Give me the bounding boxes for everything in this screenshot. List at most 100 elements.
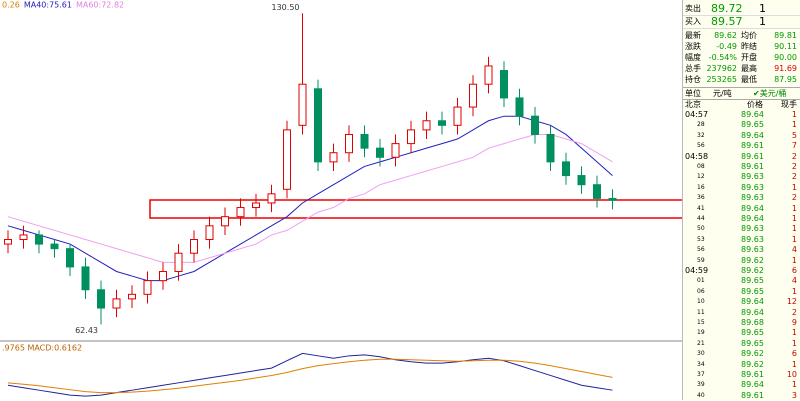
ma-legend: 0.26 xyxy=(2,1,20,10)
tick-volume: 1 xyxy=(791,328,797,338)
tick-price: 89.64 xyxy=(741,297,764,307)
tick-time: 56 xyxy=(697,142,705,150)
candle-body xyxy=(252,202,260,209)
candle-body xyxy=(422,120,431,131)
tick-volume: 1 xyxy=(791,182,797,192)
candle-body xyxy=(128,293,136,300)
tick-volume: 12 xyxy=(786,297,797,307)
tick-volume: 1 xyxy=(791,224,797,234)
candle-body xyxy=(562,161,570,177)
tick-time: 04:59 xyxy=(685,266,709,275)
stat-label: 均价 xyxy=(741,31,757,40)
tick-volume: 9 xyxy=(791,318,797,327)
stat-row: 总手 237962 最高 91.69 xyxy=(683,63,800,74)
tick-row: 21 89.65 1 xyxy=(683,339,800,349)
tick-time: 04:57 xyxy=(685,110,709,119)
tick-price: 89.61 xyxy=(741,390,764,400)
stat-value: 237962 xyxy=(706,64,737,73)
unit-row: 单位 元/吨 ✔美元/桶 xyxy=(683,87,800,100)
tick-volume: 1 xyxy=(791,110,797,119)
tick-volume: 1 xyxy=(791,286,797,296)
tick-time: 39 xyxy=(697,381,705,389)
tick-time: 15 xyxy=(697,319,705,326)
candle-body xyxy=(546,133,555,163)
tick-volume: 1 xyxy=(791,203,797,213)
tick-volume: 2 xyxy=(791,307,797,317)
tick-row: 37 89.61 10 xyxy=(683,370,800,380)
candle-body xyxy=(407,129,415,145)
candle-body xyxy=(453,106,462,126)
tick-price: 89.63 xyxy=(741,172,764,182)
tick-volume: 10 xyxy=(786,370,797,379)
tick-price: 89.65 xyxy=(741,338,764,348)
tick-time: 01 xyxy=(697,277,705,285)
tick-volume: 2 xyxy=(791,162,797,171)
tick-time: 59 xyxy=(697,256,705,264)
tick-time: 16 xyxy=(697,183,705,191)
tick-volume: 1 xyxy=(791,214,797,223)
tick-time: 04:58 xyxy=(685,151,709,161)
candle-body xyxy=(205,225,214,241)
tick-volume: 1 xyxy=(791,338,797,348)
candle-body xyxy=(438,120,446,126)
order-label: 卖出 xyxy=(685,4,701,13)
tick-price: 89.63 xyxy=(741,193,764,203)
tick-volume: 6 xyxy=(791,349,797,359)
stat-label: 最高 xyxy=(741,64,757,73)
chart: 0.26 MA40:75.61 MA60:72.82 130.50 62.43 .9765… xyxy=(0,1,682,397)
tick-price: 89.64 xyxy=(741,130,764,140)
stat-label: 开盘 xyxy=(741,53,757,62)
tick-price: 89.62 xyxy=(741,349,764,359)
candle-body xyxy=(329,152,338,163)
candle-body xyxy=(159,270,167,282)
tick-time: 36 xyxy=(697,194,705,202)
header-price: 价格 xyxy=(747,100,763,109)
stat-label: 幅度 xyxy=(685,53,701,62)
tick-row: 44 89.64 1 xyxy=(683,214,800,224)
tick-price: 89.61 xyxy=(741,151,764,161)
tick-row: 04:59 89.62 6 xyxy=(683,266,800,276)
tick-price: 89.62 xyxy=(741,266,764,275)
tick-row: 19 89.65 1 xyxy=(683,328,800,338)
candle-body xyxy=(81,266,90,291)
candle-body xyxy=(515,97,524,117)
macd-legend: .9765 MACD:0.6162 xyxy=(2,344,82,353)
candle-body xyxy=(484,65,493,85)
order-row: 买入 89.57 1 xyxy=(683,15,800,29)
tick-row: 39 89.64 1 xyxy=(683,380,800,390)
tick-price: 89.61 xyxy=(741,141,764,151)
order-volume: 1 xyxy=(759,15,766,28)
tick-volume: 3 xyxy=(791,390,797,400)
tick-volume: 1 xyxy=(791,359,797,369)
tick-volume: 6 xyxy=(791,266,797,275)
tick-row: 10 89.64 12 xyxy=(683,297,800,307)
tick-time: 21 xyxy=(697,339,705,347)
tick-row: 50 89.63 1 xyxy=(683,224,800,234)
candle-body xyxy=(19,234,28,241)
tick-row: 40 89.61 3 xyxy=(683,391,800,401)
tick-volume: 2 xyxy=(791,151,797,161)
candle-body xyxy=(314,88,322,163)
tick-row: 16 89.63 1 xyxy=(683,183,800,193)
tick-time: 30 xyxy=(697,350,705,358)
order-price: 89.57 xyxy=(711,15,743,28)
tick-time: 11 xyxy=(697,308,705,316)
ma-line xyxy=(7,133,613,263)
candle-body xyxy=(4,239,12,245)
candle-body xyxy=(190,239,198,254)
candle-body xyxy=(345,133,353,154)
tick-price: 89.64 xyxy=(741,214,764,223)
tick-price: 89.63 xyxy=(741,224,764,234)
stat-value: 89.81 xyxy=(774,31,797,40)
candle-body xyxy=(360,133,369,149)
tick-time: 37 xyxy=(697,371,705,378)
stat-value: 90.00 xyxy=(774,53,797,62)
tick-row: 41 89.64 1 xyxy=(683,204,800,214)
tick-price: 89.64 xyxy=(741,203,764,213)
tick-price: 89.65 xyxy=(741,276,764,286)
candle-body xyxy=(376,147,384,158)
stat-label: 涨跌 xyxy=(685,42,701,51)
tick-price: 89.64 xyxy=(741,110,764,119)
tick-volume: 4 xyxy=(791,276,797,286)
candle-body xyxy=(97,289,105,309)
